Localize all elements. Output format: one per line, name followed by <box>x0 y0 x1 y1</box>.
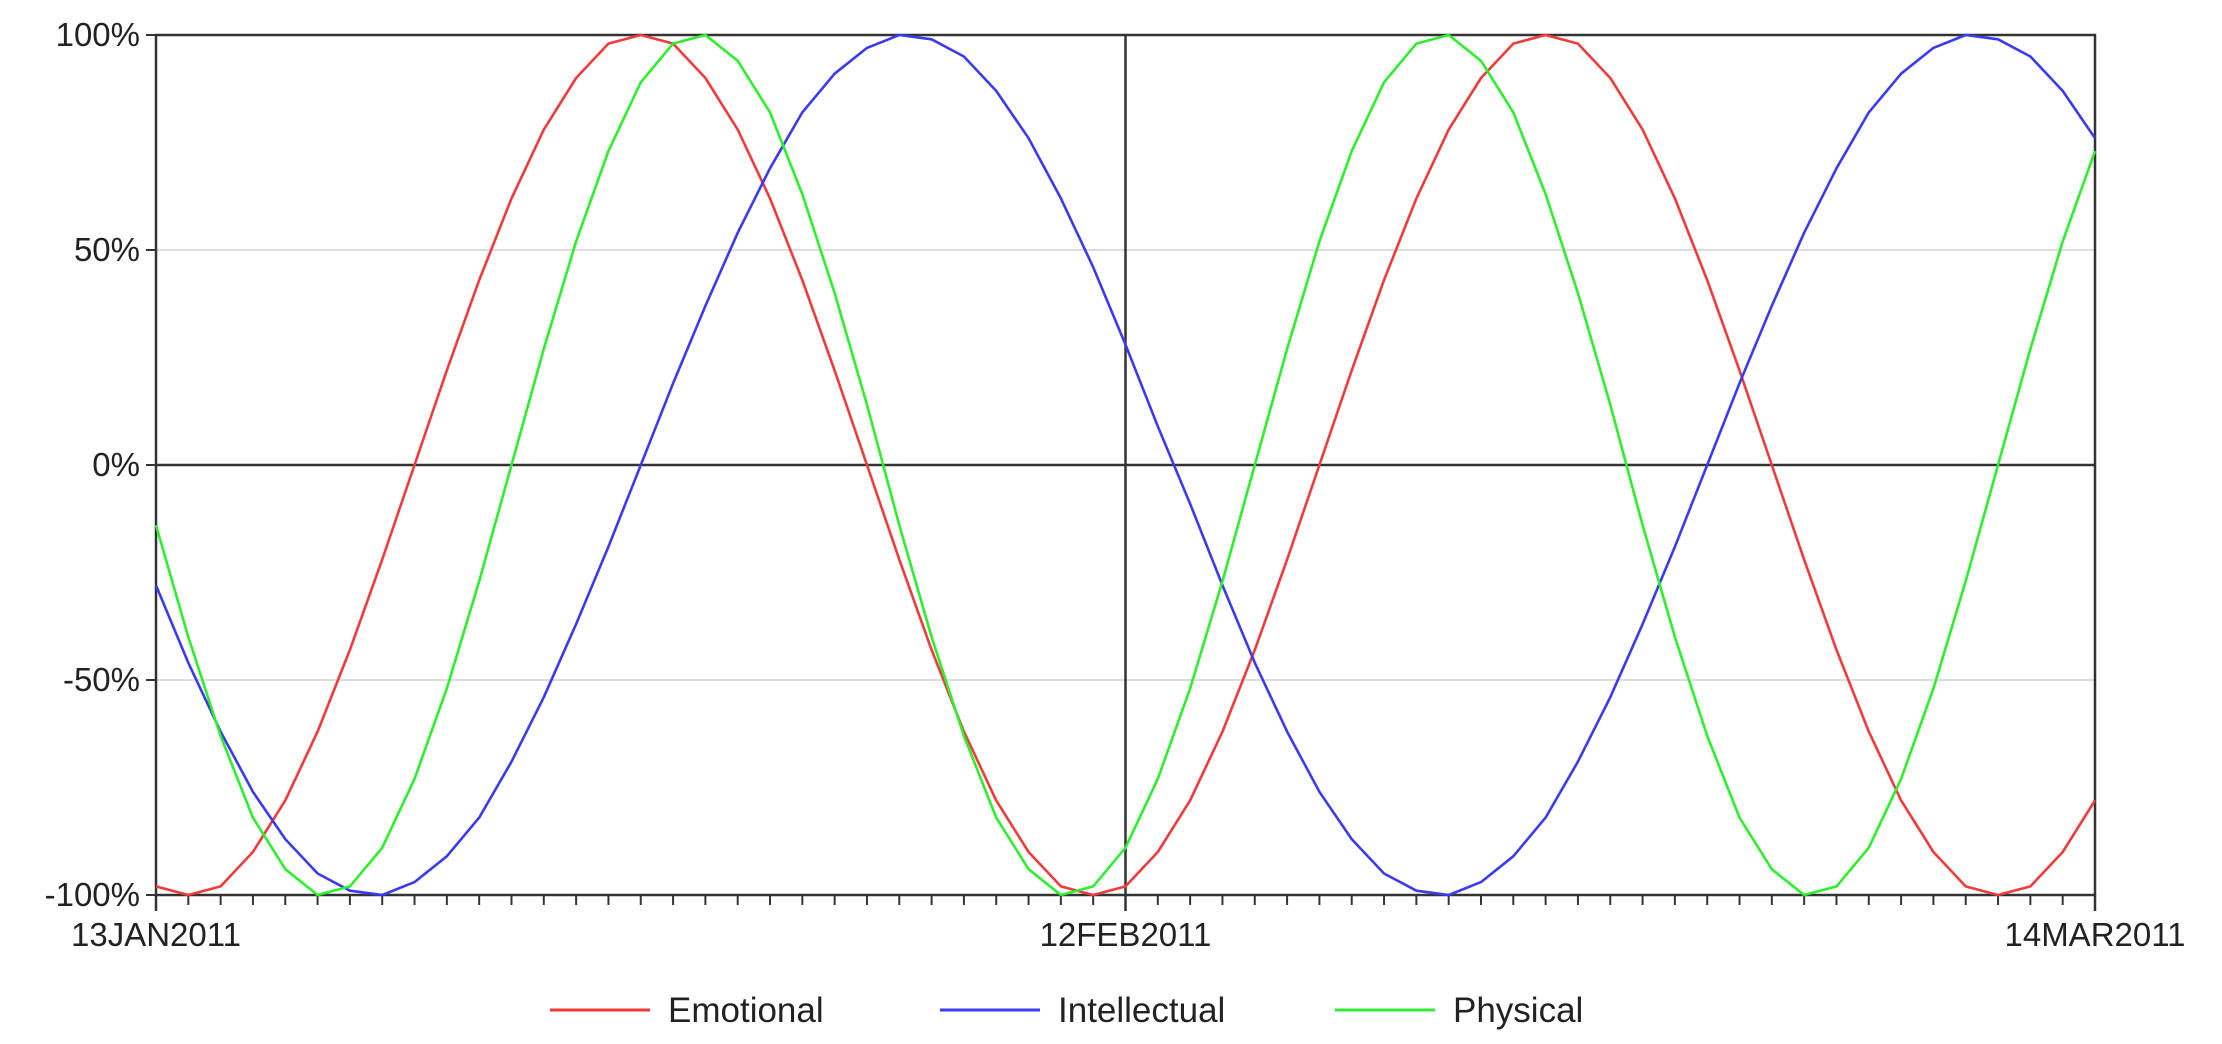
y-tick-label: 100% <box>56 16 140 53</box>
legend-label-emotional: Emotional <box>668 991 824 1030</box>
x-tick-label: 12FEB2011 <box>1040 916 1212 953</box>
x-tick-label: 13JAN2011 <box>71 916 241 953</box>
x-tick-label: 14MAR2011 <box>2004 916 2185 953</box>
y-tick-label: -50% <box>63 661 140 698</box>
legend: Emotional Intellectual Physical <box>550 991 1583 1030</box>
y-tick-label: 50% <box>74 231 140 268</box>
y-tick-label: -100% <box>45 876 140 913</box>
y-tick-label: 0% <box>92 446 140 483</box>
legend-label-intellectual: Intellectual <box>1058 991 1225 1030</box>
series-lines <box>154 33 2097 897</box>
series-line-emotional <box>155 33 2097 897</box>
series-line-physical <box>154 33 2097 897</box>
series-line-intellectual <box>154 33 2097 897</box>
legend-label-physical: Physical <box>1453 991 1583 1030</box>
axes: 100% 50% 0% -50% -100%13JAN2011 12FEB2011 14MA… <box>45 16 2186 953</box>
